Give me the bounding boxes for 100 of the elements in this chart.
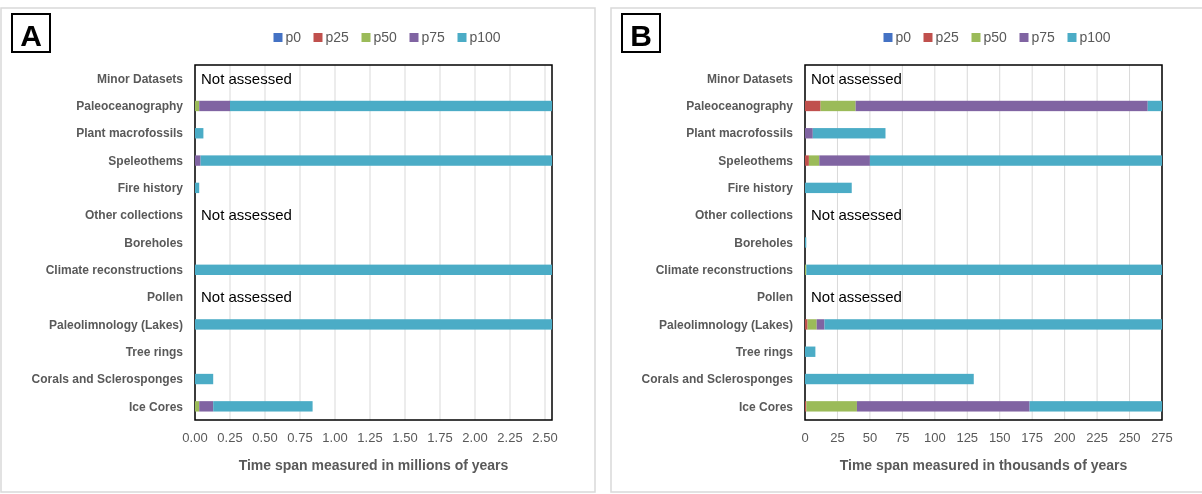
y-tick-label: Minor Datasets — [706, 71, 794, 86]
bar — [200, 155, 552, 166]
bar — [195, 182, 200, 194]
x-tick-label: 225 — [1086, 430, 1108, 445]
bar — [195, 373, 214, 385]
y-tick-label: Pollen — [146, 290, 183, 305]
y-tick-label: Tree rings — [125, 344, 184, 359]
bar — [195, 155, 201, 166]
bar — [805, 346, 816, 357]
bar — [819, 155, 870, 166]
bar — [195, 128, 204, 139]
y-tick-label: Climate reconstructions — [655, 263, 794, 278]
y-tick-label: Speleothems — [718, 153, 794, 168]
y-tick-label: Paleolimnology (Lakes) — [658, 317, 793, 332]
legend-label: p100 — [469, 29, 501, 45]
y-tick-label: Fire history — [727, 181, 794, 196]
y-tick-label: Other collections — [84, 208, 184, 223]
bar — [195, 401, 200, 412]
y-tick-label: Speleothems — [108, 153, 184, 168]
bar — [1147, 100, 1162, 112]
bar — [855, 100, 1148, 112]
bar — [805, 373, 974, 385]
bar — [824, 319, 1162, 330]
y-tick-label: Tree rings — [735, 344, 794, 359]
x-tick-label: 75 — [895, 430, 910, 445]
legend-label: p0 — [895, 29, 912, 45]
x-tick-label: 1.50 — [392, 430, 418, 445]
bar — [805, 182, 852, 194]
y-tick-label: Ice Cores — [128, 399, 184, 414]
bar — [199, 100, 230, 112]
x-tick-label: 0 — [801, 430, 809, 445]
y-tick-label: Minor Datasets — [96, 71, 184, 86]
annotation: Not assessed — [201, 206, 292, 224]
chart-title: B — [630, 19, 652, 52]
y-tick-label: Pollen — [756, 290, 793, 305]
bar — [806, 401, 857, 412]
x-tick-label: 0.75 — [287, 430, 313, 445]
y-tick-label: Other collections — [694, 208, 794, 223]
legend-label: p25 — [325, 29, 350, 45]
bar — [812, 128, 886, 139]
x-tick-label: 0.50 — [252, 430, 278, 445]
x-tick-label: 1.25 — [357, 430, 383, 445]
bar — [805, 100, 821, 112]
x-axis-title: Time span measured in thousands of years — [839, 457, 1128, 473]
bar — [195, 100, 200, 112]
x-tick-label: 0.25 — [217, 430, 243, 445]
bar — [856, 401, 1030, 412]
x-axis-title: Time span measured in millions of years — [238, 457, 509, 473]
bar — [816, 319, 825, 330]
bar — [805, 155, 809, 166]
y-tick-label: Corals and Sclerosponges — [31, 372, 184, 387]
y-tick-label: Climate reconstructions — [45, 263, 184, 278]
annotation: Not assessed — [201, 69, 292, 87]
x-tick-label: 150 — [988, 430, 1011, 445]
legend-label: p50 — [373, 29, 398, 45]
legend-label: p100 — [1079, 29, 1111, 45]
x-tick-label: 200 — [1053, 430, 1076, 445]
y-tick-label: Ice Cores — [738, 399, 794, 414]
x-tick-label: 250 — [1118, 430, 1141, 445]
y-tick-label: Boreholes — [124, 235, 184, 250]
bar — [806, 264, 1162, 275]
y-tick-label: Paleolimnology (Lakes) — [48, 317, 183, 332]
x-tick-label: 50 — [862, 430, 878, 445]
x-tick-label: 125 — [956, 430, 979, 445]
bar — [808, 155, 820, 166]
x-tick-label: 100 — [923, 430, 946, 445]
bar — [213, 401, 313, 412]
legend-label: p0 — [285, 29, 302, 45]
bar — [230, 100, 552, 112]
bar — [195, 319, 552, 330]
y-tick-label: Paleoceanography — [76, 99, 184, 114]
annotation: Not assessed — [811, 288, 902, 306]
y-tick-label: Fire history — [117, 181, 184, 196]
bar — [869, 155, 1162, 166]
chart-title: A — [20, 19, 42, 52]
legend-label: p25 — [935, 29, 960, 45]
bar — [820, 100, 856, 112]
annotation: Not assessed — [811, 206, 902, 224]
x-tick-label: 2.25 — [497, 430, 523, 445]
x-tick-label: 25 — [830, 430, 845, 445]
legend-label: p75 — [1031, 29, 1056, 45]
x-tick-label: 0.00 — [182, 430, 208, 445]
x-tick-label: 1.00 — [322, 430, 348, 445]
bar — [805, 128, 813, 139]
y-tick-label: Corals and Sclerosponges — [641, 372, 794, 387]
bar — [195, 264, 552, 275]
y-tick-label: Plant macrofossils — [686, 126, 794, 141]
x-tick-label: 275 — [1151, 430, 1173, 445]
x-tick-label: 175 — [1021, 430, 1044, 445]
x-tick-label: 2.50 — [532, 430, 558, 445]
bar — [199, 401, 214, 412]
y-tick-label: Paleoceanography — [686, 99, 794, 114]
legend-label: p50 — [983, 29, 1008, 45]
y-tick-label: Boreholes — [734, 235, 794, 250]
bar — [807, 319, 817, 330]
bar — [805, 319, 808, 330]
y-tick-label: Plant macrofossils — [76, 126, 184, 141]
x-tick-label: 2.00 — [462, 430, 488, 445]
legend-label: p75 — [421, 29, 446, 45]
x-tick-label: 1.75 — [427, 430, 453, 445]
